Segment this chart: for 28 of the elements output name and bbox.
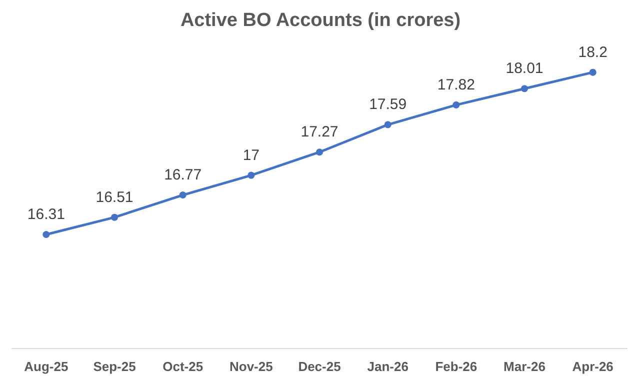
point: [589, 68, 596, 76]
x-tick-label: Sep-25: [93, 359, 136, 374]
data-label: 17: [242, 146, 260, 164]
point: [111, 214, 118, 221]
x-tick-label: Jan-26: [367, 359, 408, 374]
x-tick-label: Nov-25: [229, 359, 273, 374]
data-label: 16.51: [96, 188, 134, 206]
data-label: 18.01: [506, 60, 544, 78]
point: [521, 85, 528, 92]
data-label: 17.27: [300, 124, 338, 141]
point: [42, 230, 50, 238]
point: [452, 101, 460, 108]
point: [248, 172, 255, 179]
x-tick-label: Feb-26: [435, 359, 478, 374]
x-tick-label: Aug-25: [24, 359, 68, 374]
x-tick-label: Oct-25: [162, 359, 204, 374]
data-label: 16.77: [164, 166, 202, 184]
x-tick-label: Mar-26: [504, 359, 546, 374]
x-tick-label: Dec-25: [298, 359, 341, 374]
point: [384, 121, 392, 128]
data-label: 18.2: [578, 44, 608, 61]
point: [316, 148, 323, 156]
data-label: 16.31: [27, 206, 65, 223]
data-label: 17.59: [369, 96, 407, 114]
x-tick-label: Apr-26: [572, 359, 614, 374]
point: [179, 192, 186, 199]
data-label: 17.82: [437, 76, 475, 94]
chart-title: Active BO Accounts (in crores): [180, 10, 461, 31]
